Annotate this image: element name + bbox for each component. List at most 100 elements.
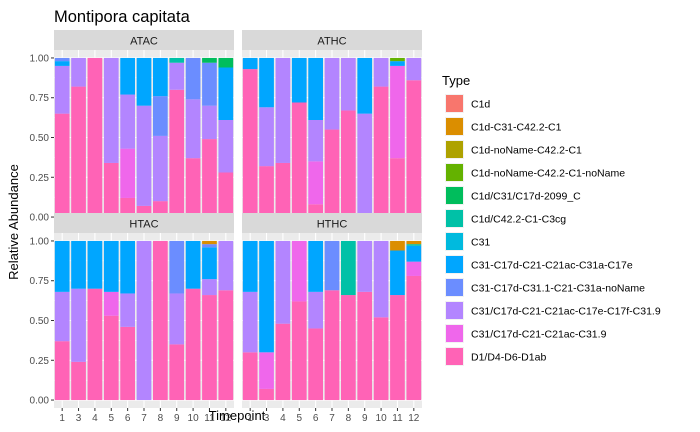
legend-item: D1/D4-D6-D1ab [445,347,546,366]
bar-segment [291,102,307,218]
bar-segment [308,120,323,162]
bar-segment [291,301,307,401]
bar-hthc-t5 [291,240,307,401]
legend-label: C1d [471,99,490,111]
facet-panel-hthc: HTHC 1 3 4 5 6 7 8 9 10 11 12 [242,213,422,424]
legend-swatch [446,256,463,273]
bar-segment [324,57,340,130]
bar-segment [120,57,135,95]
bar-segment [202,105,217,140]
legend-label: C31-C17d-C21-C21ac-C31a-C17e [471,260,633,272]
legend-label: C1d-noName-C42.2-C1-noName [471,168,625,180]
bar-segment [153,57,168,97]
bar-segment [71,240,86,289]
bar-htac-t6 [120,240,135,401]
bar-segment [259,240,274,353]
legend-label: C1d/C31/C17d-2099_C [471,191,581,203]
bar-segment [406,240,422,245]
legend-item: C1d-noName-C42.2-C1 [445,140,582,159]
legend-swatch [446,164,463,181]
y-tick-label: 0.25 [30,173,50,184]
legend-swatch [446,187,463,204]
bar-segment [202,240,217,245]
y-tick-label: 1.00 [30,53,50,64]
bar-segment [259,57,274,108]
bar-segment [308,328,323,401]
facet-strip-label: HTHC [317,219,348,231]
legend-label: C1d/C42.2-C1-C3cg [471,214,566,226]
bar-htac-t4 [87,240,103,401]
bar-hthc-t9 [357,240,373,401]
legend-swatch [446,118,463,135]
bar-segment [120,148,135,198]
bar-segment [103,291,119,316]
bar-segment [103,162,119,218]
legend-item: C1d [445,94,490,113]
bar-hthc-t12 [406,240,422,401]
bar-segment [71,361,86,401]
bar-segment [169,293,185,345]
bar-segment [169,240,185,294]
bar-segment [136,105,152,206]
bar-segment [202,139,217,218]
y-tick-label: 0.50 [30,133,50,144]
legend-swatch [446,325,463,342]
bar-segment [54,341,70,401]
x-tick-label: 9 [174,413,180,424]
legend-swatch [446,233,463,250]
bar-atac-t1 [54,57,70,218]
y-tick-label: 0.00 [30,396,50,407]
bar-segment [87,240,103,289]
x-tick-label: 9 [362,413,368,424]
bar-segment [169,57,185,63]
bar-segment [357,291,373,401]
bar-hthc-t6 [308,240,323,401]
legend-item: C1d/C42.2-C1-C3cg [445,209,566,228]
bar-segment [259,107,274,167]
legend-label: C1d-C31-C42.2-C1 [471,122,562,134]
bar-htac-t8 [153,240,168,401]
bar-segment [169,344,185,401]
bar-segment [390,295,405,401]
bar-segment [218,57,234,68]
bar-htac-t9 [169,240,185,401]
legend-label: C31 [471,237,490,249]
bar-segment [153,135,168,202]
bar-segment [390,57,405,62]
bar-segment [373,317,389,401]
x-tick-label: 6 [313,413,319,424]
bar-segment [341,110,356,218]
bar-segment [390,61,405,66]
bar-segment [291,240,307,302]
bar-segment [275,323,291,401]
bar-segment [242,69,258,218]
bar-segment [169,62,185,90]
facet-panel-atac: ATAC 0.00 0.25 0.50 0.75 1.00 [30,30,234,225]
legend-item: C1d-C31-C42.2-C1 [445,117,562,136]
bar-segment [71,86,86,218]
x-tick-label: 6 [125,413,131,424]
bar-segment [87,57,103,218]
x-tick-label: 10 [188,413,200,424]
legend-item: C1d/C31/C17d-2099_C [445,186,581,205]
bar-segment [202,244,217,248]
bar-segment [218,120,234,173]
bar-segment [185,158,201,218]
bar-segment [202,295,217,401]
bar-segment [259,166,274,218]
bar-segment [136,57,152,106]
bar-hthc-t3 [259,240,274,401]
bar-segment [308,161,323,205]
bar-atac-t9 [169,57,185,218]
legend-label: C31/C17d-C21-C21ac-C31.9 [471,329,607,341]
bar-segment [202,279,217,296]
bar-segment [275,162,291,218]
bar-segment [242,291,258,353]
x-tick-label: 12 [408,413,420,424]
bar-segment [308,291,323,329]
y-tick-label: 1.00 [30,236,50,247]
y-tick-label: 0.75 [30,93,50,104]
bar-htac-t7 [136,240,152,401]
legend-item: C31/C17d-C21-C21ac-C17e-C17f-C31.9 [445,301,661,320]
bar-segment [54,65,70,114]
